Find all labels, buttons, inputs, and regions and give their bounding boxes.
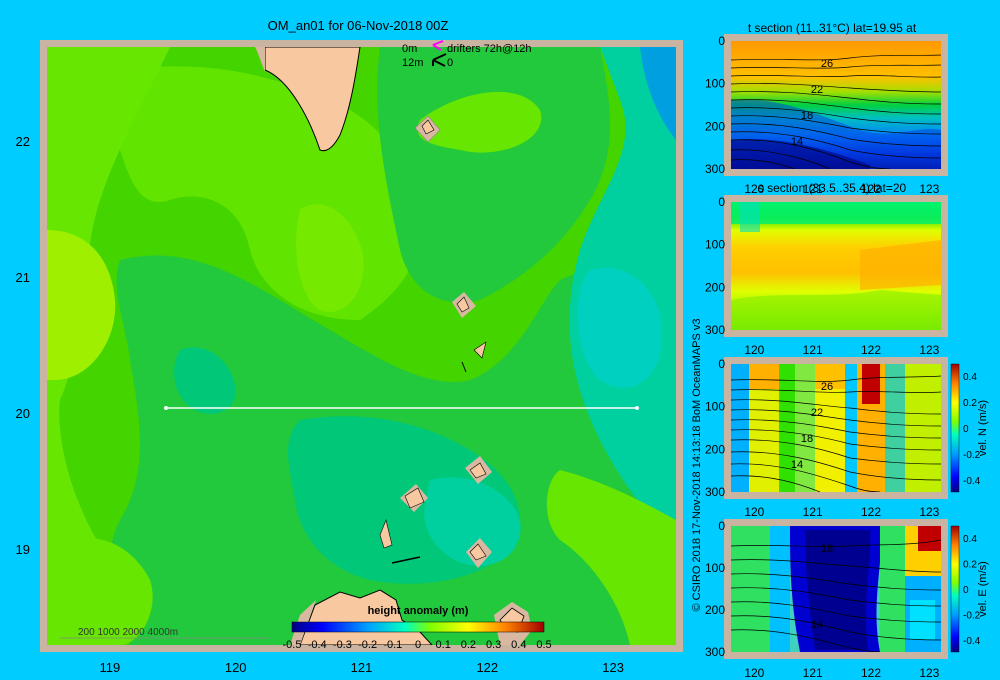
vel-colorbar-tick-label: -0.4 [963,476,981,487]
vel-colorbar-tick-label: 0 [963,424,969,435]
drifters-label: drifters 72h@12h [447,43,532,55]
depth-legend: 200 1000 2000 4000m [78,627,178,638]
section-x-tick-label: 122 [861,505,881,519]
colorbar-tick-label: -0.3 [333,639,352,651]
map-y-tick-label: 20 [16,406,30,421]
colorbar-tick-label: 0.4 [511,639,526,651]
section-y-tick-label: 0 [718,519,725,533]
t-section-title: t section (11..31°C) lat=19.95 at [748,21,917,35]
drifters-label-2: 0 [447,57,453,69]
section-x-tick-label: 122 [861,666,881,680]
map-x-tick-label: 120 [225,660,247,675]
map-x-tick-label: 119 [100,660,121,675]
contour-label: 14 [811,619,823,631]
vel-colorbar-tick-label: 0.4 [963,534,977,545]
t-contours [731,54,941,169]
vel-n-label: vel. N (m/s) [977,400,989,456]
section-y-tick-label: 0 [718,195,725,209]
vel-colorbar-tick-label: 0.2 [963,398,977,409]
map-y-tick-label: 22 [16,134,30,149]
section-y-tick-label: 300 [705,162,725,176]
section-x-tick-label: 123 [919,505,939,519]
colorbar-tick-label: -0.1 [383,639,402,651]
section-y-tick-label: 100 [705,77,725,91]
colorbar-tick-label: 0 [415,639,421,651]
section-x-tick-label: 121 [803,505,823,519]
colorbar-tick-label: -0.5 [283,639,302,651]
map-y-tick-label: 21 [16,270,30,285]
credit-text: © CSIRO 2018 17-Nov-2018 14:13:18 BoM Oc… [691,318,703,611]
section-y-tick-label: 100 [705,400,725,414]
contour-label: 14 [791,136,803,148]
vel-colorbar-tick-label: -0.2 [963,611,981,622]
s-section-title: s section (33.5..35.4) lat=20 [758,181,907,195]
contour-label: 26 [821,381,833,393]
vel-n-panel [724,357,960,499]
section-y-tick-label: 300 [705,323,725,337]
section-y-tick-label: 100 [705,561,725,575]
map-x-tick-label: 122 [476,660,498,675]
section-y-tick-label: 200 [705,603,725,617]
contour-label: 22 [811,84,823,96]
section-x-tick-label: 121 [803,343,823,357]
taiwan-land [264,47,361,152]
legend-12m: 12m [402,57,423,69]
contour-label: 18 [801,110,813,122]
drifter-0m-symbol [432,40,444,51]
s-section-panel [724,195,948,337]
legend-0m: 0m [402,43,417,55]
map-panel [40,40,683,652]
section-x-tick-label: 120 [744,505,764,519]
section-x-tick-label: 123 [919,666,939,680]
section-x-tick-label: 121 [803,182,823,196]
contour-label: 14 [791,459,803,471]
colorbar-tick-label: 0.3 [486,639,501,651]
colorbar-tick-label: 0.1 [436,639,451,651]
vel-colorbar-tick-label: 0.2 [963,560,977,571]
section-x-tick-label: 122 [861,182,881,196]
section-y-tick-label: 300 [705,645,725,659]
section-y-tick-label: 0 [718,357,725,371]
section-y-tick-label: 200 [705,280,725,294]
map-title: OM_an01 for 06-Nov-2018 00Z [268,18,449,33]
contour-label: 18 [821,543,833,555]
colorbar-tick-label: -0.4 [308,639,327,651]
section-y-tick-label: 200 [705,119,725,133]
vel-e-label: vel. E (m/s) [977,561,989,617]
section-y-tick-label: 300 [705,485,725,499]
section-y-tick-label: 200 [705,442,725,456]
colorbar-tick-label: -0.2 [358,639,377,651]
section-y-tick-label: 0 [718,34,725,48]
map-y-tick-label: 19 [16,542,30,557]
vel-colorbar-tick-label: 0 [963,585,969,596]
vel-colorbar-tick-label: -0.2 [963,450,981,461]
contour-label: 18 [801,433,813,445]
section-x-tick-label: 120 [744,182,764,196]
section-x-tick-label: 122 [861,343,881,357]
map-x-tick-label: 121 [351,660,373,675]
vel-e-panel [724,519,960,659]
vel-e-colorbar [950,525,960,653]
contour-label: 26 [821,58,833,70]
colorbar-title: height anomaly (m) [368,605,469,617]
drifter-12m-symbol [432,53,447,67]
vel-colorbar-tick-label: 0.4 [963,372,977,383]
vel-colorbar-tick-label: -0.4 [963,636,981,647]
colorbar-tick-label: 0.2 [461,639,476,651]
section-x-tick-label: 120 [744,343,764,357]
section-y-tick-label: 100 [705,238,725,252]
colorbar-tick-label: 0.5 [536,639,551,651]
section-x-tick-label: 121 [803,666,823,680]
vel-n-colorbar [950,363,960,493]
colorbar-height [291,621,545,633]
t-section-panel [724,34,948,176]
section-x-tick-label: 123 [919,182,939,196]
height-anomaly-field [47,47,676,645]
map-x-tick-label: 123 [602,660,624,675]
section-x-tick-label: 123 [919,343,939,357]
contour-label: 22 [811,407,823,419]
section-x-tick-label: 120 [744,666,764,680]
